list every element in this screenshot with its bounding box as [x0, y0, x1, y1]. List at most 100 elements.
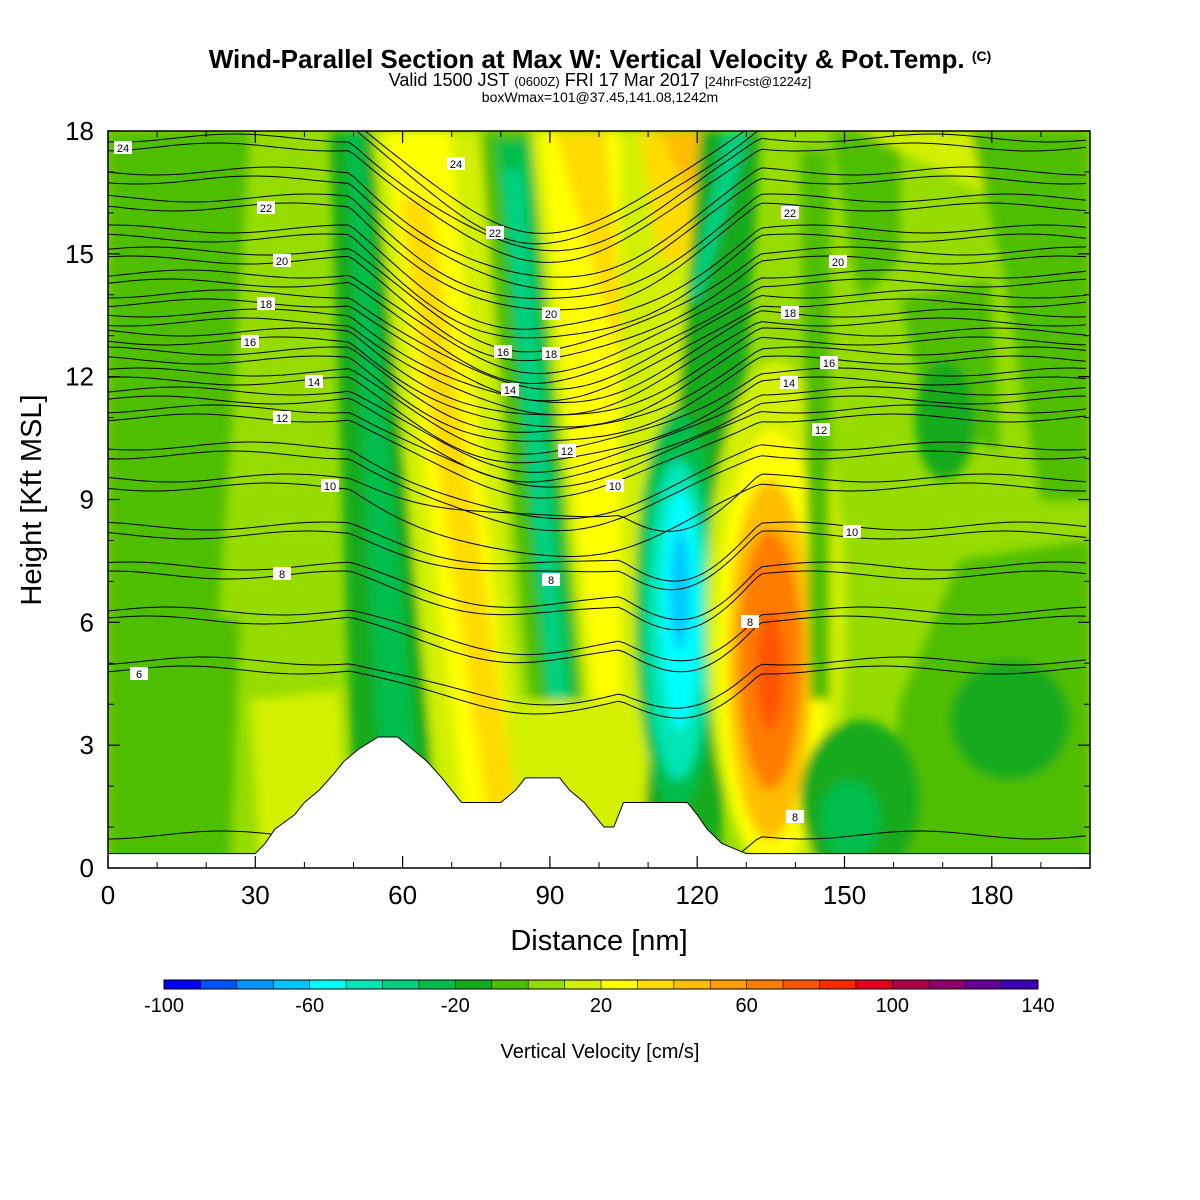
colorbar-swatch [673, 980, 711, 989]
isentrope-line [108, 521, 1087, 582]
colorbar-tick-label: 20 [590, 995, 612, 1017]
isentrope-line [108, 269, 1087, 375]
contour-label: 8 [786, 810, 804, 824]
contour-label: 14 [501, 383, 519, 397]
isentrope-line [108, 367, 1087, 455]
isentrope-line [108, 278, 1087, 385]
svg-text:10: 10 [609, 481, 621, 493]
contour-label: 6 [130, 667, 148, 681]
contour-label: 12 [558, 444, 576, 458]
isentrope-line [108, 246, 1086, 353]
isentrope-line [108, 317, 1087, 416]
x-tick-label: 180 [970, 880, 1013, 910]
chart-box-info: boxWmax=101@37.45,141.08,1242m [481, 89, 719, 105]
colorbar-swatch [564, 980, 602, 989]
contour-label: 22 [781, 206, 799, 220]
contour-label: 20 [829, 255, 847, 269]
isentrope-line [108, 450, 1087, 532]
colorbar-swatch [528, 980, 566, 989]
colorbar-swatch [491, 980, 529, 989]
colorbar-swatch [200, 980, 238, 989]
isentrope-line [108, 142, 1087, 263]
terrain-mask [108, 736, 1090, 868]
contour-label: 22 [257, 201, 275, 215]
chart-title: Wind-Parallel Section at Max W: Vertical… [208, 44, 992, 74]
svg-text:14: 14 [783, 378, 795, 390]
colorbar: -100 -60 -20 20 60 100 140 [144, 979, 1055, 1017]
x-tick-label: 90 [535, 880, 564, 910]
isentrope-line [108, 615, 1087, 673]
svg-text:12: 12 [561, 446, 573, 458]
isentrope-line [108, 665, 1087, 719]
isentrope-line [355, 131, 760, 245]
colorbar-tick-label: -20 [441, 995, 470, 1017]
colorbar-tick-label: -100 [144, 995, 184, 1017]
colorbar-swatch [164, 980, 201, 989]
svg-text:12: 12 [815, 425, 827, 437]
x-tick-label: 150 [823, 880, 866, 910]
potential-temperature-contours [108, 131, 1087, 868]
colorbar-tick-label: 100 [876, 995, 909, 1017]
svg-text:8: 8 [792, 812, 798, 824]
isentrope-line [108, 233, 1087, 339]
x-tick-label: 30 [241, 880, 270, 910]
svg-text:20: 20 [545, 309, 557, 321]
contour-label: 18 [257, 297, 275, 311]
isentrope-line [108, 656, 1087, 709]
colorbar-swatch [710, 980, 748, 989]
svg-text:24: 24 [117, 143, 129, 155]
contour-label: 18 [781, 306, 799, 320]
contour-label: 12 [812, 423, 830, 437]
isentrope-line [108, 376, 1087, 464]
colorbar-swatch [928, 980, 966, 989]
isentrope-line [108, 570, 1087, 631]
svg-text:22: 22 [784, 208, 796, 220]
svg-text:10: 10 [324, 481, 336, 493]
colorbar-swatch [382, 980, 420, 989]
colorbar-label: Vertical Velocity [cm/s] [501, 1041, 700, 1063]
y-tick-label: 15 [65, 239, 94, 269]
isentrope-line [108, 441, 1087, 520]
contour-label: 18 [542, 347, 560, 361]
colorbar-swatch [819, 980, 857, 989]
contour-labels: 6 8 10 12 14 16 18 20 22 24 8 10 12 14 16 18 20 22 24 8 8 10 1… [114, 141, 861, 824]
contour-label: 24 [114, 141, 132, 155]
svg-text:8: 8 [747, 617, 753, 629]
chart-title-block: Wind-Parallel Section at Max W: Vertical… [0, 42, 1200, 104]
isentrope-line [108, 530, 1087, 591]
colorbar-swatch [1001, 980, 1039, 989]
vertical-velocity-field [108, 131, 1090, 868]
colorbar-swatch [746, 980, 784, 989]
isentrope-line [108, 133, 1087, 252]
contour-label: 8 [542, 573, 560, 587]
svg-text:14: 14 [308, 377, 320, 389]
isentrope-line [108, 355, 1087, 442]
y-tick-label: 18 [65, 116, 94, 146]
contour-label: 10 [606, 479, 624, 493]
svg-text:8: 8 [279, 569, 285, 581]
svg-text:16: 16 [244, 337, 256, 349]
colorbar-swatch [273, 980, 311, 989]
isentrope-line [108, 386, 1087, 473]
contour-label: 20 [542, 307, 560, 321]
x-axis-label: Distance [nm] [510, 925, 687, 957]
isentrope-line [364, 131, 746, 234]
y-axis: 0 3 6 9 12 15 18 [65, 116, 1090, 883]
svg-text:12: 12 [276, 413, 288, 425]
isentrope-line [108, 561, 1087, 621]
x-tick-label: 120 [676, 880, 719, 910]
contour-label: 12 [273, 411, 291, 425]
contour-label: 20 [273, 254, 291, 268]
isentrope-line [108, 395, 1087, 483]
contour-label: 10 [843, 525, 861, 539]
svg-text:6: 6 [136, 669, 142, 681]
contour-label: 24 [447, 157, 465, 171]
y-axis-label: Height [Kft MSL] [16, 394, 48, 605]
svg-text:18: 18 [260, 299, 272, 311]
colorbar-swatch [783, 980, 820, 989]
colorbar-swatch [418, 980, 456, 989]
svg-text:16: 16 [497, 347, 509, 359]
x-tick-label: 60 [388, 880, 417, 910]
contour-label: 16 [820, 356, 838, 370]
svg-text:24: 24 [450, 159, 462, 171]
